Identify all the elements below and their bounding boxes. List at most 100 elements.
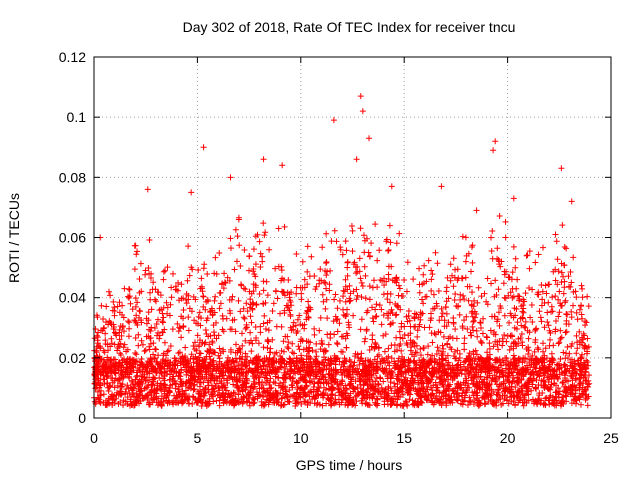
- data-point: [346, 298, 353, 305]
- data-point: [518, 383, 525, 390]
- data-point: [203, 353, 210, 360]
- data-point: [107, 292, 114, 299]
- data-point: [420, 363, 427, 370]
- data-point: [568, 373, 575, 380]
- data-point: [281, 394, 288, 401]
- data-point: [216, 345, 223, 352]
- data-point: [183, 300, 190, 307]
- data-point: [129, 306, 136, 313]
- y-tick-label: 0: [78, 410, 86, 426]
- data-point: [353, 398, 360, 405]
- data-point: [477, 319, 484, 326]
- data-point: [319, 291, 326, 298]
- data-point: [548, 308, 555, 315]
- data-point: [327, 267, 334, 274]
- data-point: [342, 238, 349, 245]
- data-point: [149, 381, 156, 388]
- data-point: [508, 312, 515, 319]
- data-point: [510, 195, 517, 202]
- data-point: [561, 284, 568, 291]
- data-point: [357, 326, 364, 333]
- data-point: [227, 235, 234, 242]
- data-point: [134, 299, 141, 306]
- data-point: [306, 304, 313, 311]
- data-point: [323, 296, 330, 303]
- data-point: [386, 299, 393, 306]
- data-point: [402, 374, 409, 381]
- data-point: [313, 353, 320, 360]
- data-point: [420, 300, 427, 307]
- data-point: [345, 319, 352, 326]
- data-point: [554, 281, 561, 288]
- data-point: [522, 318, 529, 325]
- data-point: [568, 198, 575, 205]
- data-point: [94, 363, 101, 370]
- data-point: [305, 338, 312, 345]
- data-point: [265, 327, 272, 334]
- data-point: [207, 377, 214, 384]
- data-point: [464, 326, 471, 333]
- data-point: [256, 373, 263, 380]
- data-point: [108, 340, 115, 347]
- data-point: [248, 319, 255, 326]
- data-point: [226, 296, 233, 303]
- data-point: [383, 238, 390, 245]
- data-point: [385, 247, 392, 254]
- data-point: [196, 309, 203, 316]
- data-point: [424, 386, 431, 393]
- data-point: [172, 283, 179, 290]
- data-point: [484, 275, 491, 282]
- data-point: [586, 380, 593, 387]
- data-point: [544, 318, 551, 325]
- data-point: [136, 307, 143, 314]
- data-point: [416, 385, 423, 392]
- data-point: [266, 246, 273, 253]
- data-point: [401, 323, 408, 330]
- data-point: [388, 306, 395, 313]
- data-point: [403, 340, 410, 347]
- data-point: [512, 264, 519, 271]
- data-point: [496, 212, 503, 219]
- data-point: [500, 280, 507, 287]
- data-point: [450, 320, 457, 327]
- data-point: [219, 280, 226, 287]
- data-point: [564, 344, 571, 351]
- data-point: [304, 243, 311, 250]
- data-point: [164, 400, 171, 407]
- data-point: [303, 310, 310, 317]
- data-point: [582, 318, 589, 325]
- data-point: [369, 391, 376, 398]
- data-point: [465, 297, 472, 304]
- data-point: [144, 186, 151, 193]
- data-point: [525, 335, 532, 342]
- data-point: [557, 327, 564, 334]
- data-point: [311, 331, 318, 338]
- y-tick-label: 0.06: [59, 230, 86, 246]
- data-point: [215, 384, 222, 391]
- data-point: [207, 346, 214, 353]
- data-point: [130, 357, 137, 364]
- data-point: [200, 293, 207, 300]
- data-point: [373, 360, 380, 367]
- data-point: [438, 183, 445, 190]
- data-point: [434, 344, 441, 351]
- data-point: [357, 225, 364, 232]
- data-point: [241, 246, 248, 253]
- data-point: [257, 363, 264, 370]
- data-point: [210, 365, 217, 372]
- data-point: [118, 370, 125, 377]
- data-point: [461, 296, 468, 303]
- data-point: [126, 319, 133, 326]
- data-point: [134, 248, 141, 255]
- data-point: [447, 277, 454, 284]
- data-point: [116, 375, 123, 382]
- data-point: [183, 296, 190, 303]
- data-point: [384, 401, 391, 408]
- data-point: [221, 270, 228, 277]
- data-point: [167, 301, 174, 308]
- data-point: [100, 325, 107, 332]
- data-point: [443, 284, 450, 291]
- data-point: [188, 373, 195, 380]
- data-point: [279, 162, 286, 169]
- data-point: [386, 222, 393, 229]
